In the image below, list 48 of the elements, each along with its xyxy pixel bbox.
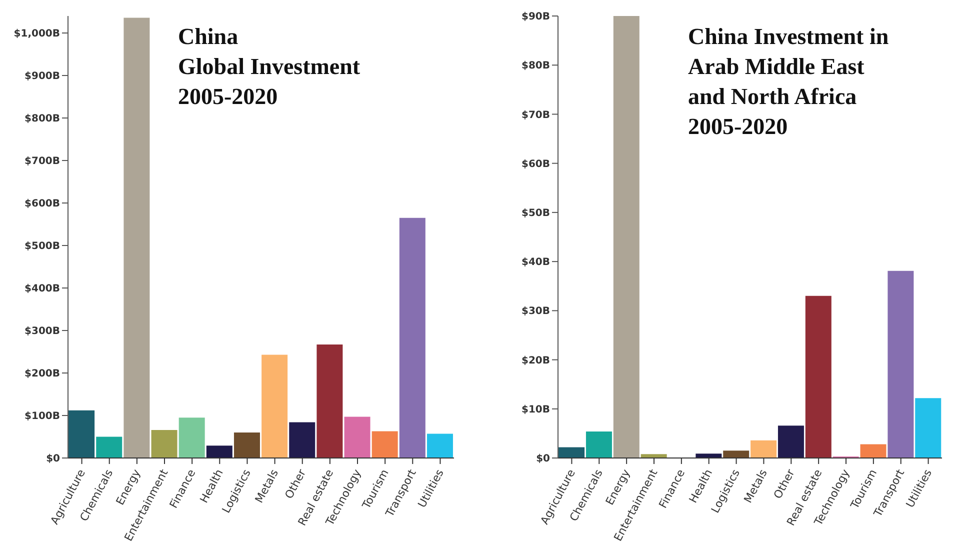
bar [558,447,585,458]
bar [262,354,288,458]
y-tick-label: $500B [24,241,60,252]
bar [586,431,612,458]
y-tick-label: $40B [522,257,550,268]
y-tick-label: $900B [24,71,60,82]
y-tick-label: $200B [24,368,60,380]
y-tick-label: $30B [522,306,550,318]
y-tick-label: $400B [24,284,60,295]
y-tick-label: $70B [522,110,550,121]
y-tick-label: $600B [24,198,60,210]
y-tick-label: $80B [522,60,550,72]
bar [68,410,95,458]
y-tick-label: $50B [522,208,550,219]
bar [399,218,426,458]
bar [124,18,150,458]
text: China Investment in Arab Middle East and North Africa 2005-2020 [688,23,889,141]
bar [316,344,343,458]
bar [178,418,205,458]
bar [372,431,398,458]
bar [206,446,232,458]
bar [888,270,914,458]
bar [289,422,316,458]
y-tick-label: $60B [522,158,550,170]
y-tick-label: $300B [24,326,60,338]
bar [96,436,122,458]
bar [426,434,453,458]
y-tick-label: $800B [24,114,60,125]
y-tick-label: $20B [522,355,550,366]
y-tick-label: $0 [46,454,60,465]
text: China Global Investment 2005-2020 [178,23,360,111]
bar [750,440,777,458]
bar [915,398,942,458]
bar [805,296,832,458]
y-tick-label: $90B [522,12,550,23]
y-tick-label: $0 [536,454,550,465]
bar [234,432,260,458]
bar [723,450,750,458]
bar [344,416,370,458]
bar [696,454,722,458]
y-tick-label: $10B [522,404,550,416]
y-tick-label: $1,000B [14,28,60,40]
bar [151,430,178,458]
bar [778,426,804,458]
y-tick-label: $100B [24,411,60,422]
y-tick-label: $700B [24,156,60,168]
bar [860,444,886,458]
bar [613,16,640,458]
